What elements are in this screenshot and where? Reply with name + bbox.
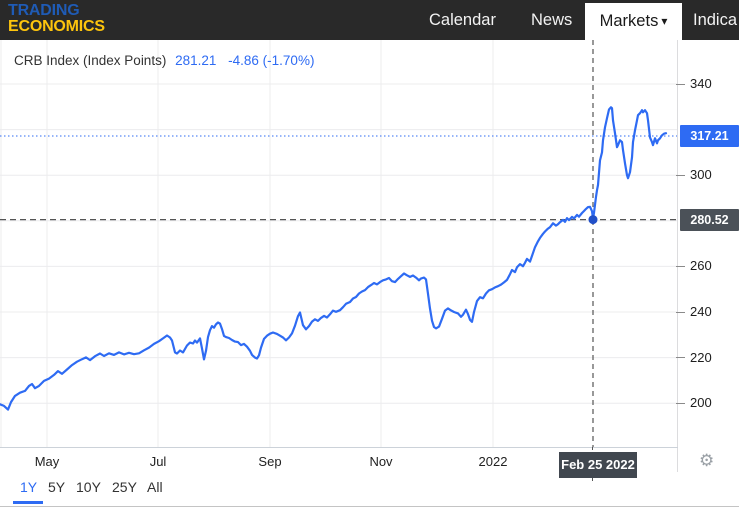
- y-axis-tick: [676, 311, 685, 313]
- chart-title: CRB Index (Index Points): [14, 53, 167, 68]
- last-value-badge: 317.21: [680, 124, 739, 147]
- y-axis-tick: [676, 357, 685, 359]
- y-axis-tick: [676, 83, 685, 85]
- trading-economics-logo[interactable]: TRADING ECONOMICS: [8, 3, 105, 35]
- bottom-divider: [0, 506, 739, 507]
- top-nav: TRADING ECONOMICS Calendar News Markets ▾…: [0, 0, 739, 40]
- nav-item-news[interactable]: News: [531, 11, 573, 29]
- y-axis-label: 340: [690, 76, 712, 91]
- crb-index-line: [0, 106, 668, 411]
- x-axis-line: [0, 447, 678, 448]
- nav-item-calendar[interactable]: Calendar: [429, 11, 496, 29]
- chevron-down-icon: ▾: [661, 14, 668, 28]
- x-axis-label: Sep: [258, 454, 282, 469]
- nav-item-markets-label: Markets: [599, 12, 659, 30]
- range-button-5y[interactable]: 5Y: [48, 479, 66, 495]
- y-axis-tick: [676, 174, 685, 176]
- x-axis-label: 2022: [478, 454, 508, 469]
- range-button-25y[interactable]: 25Y: [112, 479, 137, 495]
- range-button-all[interactable]: All: [147, 479, 163, 495]
- plot-right-border: [677, 40, 678, 472]
- logo-line-economics: ECONOMICS: [8, 18, 105, 35]
- y-axis-label: 300: [690, 167, 712, 183]
- y-axis-label: 220: [690, 349, 712, 365]
- y-axis-label: 240: [690, 304, 712, 319]
- range-button-1y[interactable]: 1Y: [20, 479, 38, 495]
- x-axis-label: Jul: [149, 454, 167, 469]
- chart-change: -4.86 (-1.70%): [228, 53, 315, 68]
- nav-item-indicators[interactable]: Indica: [693, 11, 738, 29]
- crosshair-date-tooltip: Feb 25 2022: [559, 452, 637, 478]
- x-axis-label: Nov: [369, 454, 393, 469]
- y-axis-tick: [676, 265, 685, 267]
- crosshair-value-badge: 280.52: [680, 208, 739, 231]
- chart-plot-area[interactable]: [0, 40, 678, 447]
- x-axis-label: May: [34, 454, 60, 469]
- logo-line-trading: TRADING: [8, 2, 80, 19]
- crosshair-marker-dot: [588, 215, 598, 225]
- chart-header: CRB Index (Index Points) 281.21 -4.86 (-…: [14, 53, 314, 68]
- y-axis-tick: [676, 402, 685, 404]
- y-axis-label: 200: [690, 395, 712, 411]
- nav-item-markets[interactable]: Markets ▾: [585, 3, 682, 40]
- chart-price: 281.21: [175, 53, 217, 68]
- settings-gear-icon[interactable]: ⚙: [699, 451, 715, 470]
- active-range-underline: [13, 501, 43, 504]
- y-axis-label: 260: [690, 258, 712, 274]
- range-button-10y[interactable]: 10Y: [76, 479, 101, 495]
